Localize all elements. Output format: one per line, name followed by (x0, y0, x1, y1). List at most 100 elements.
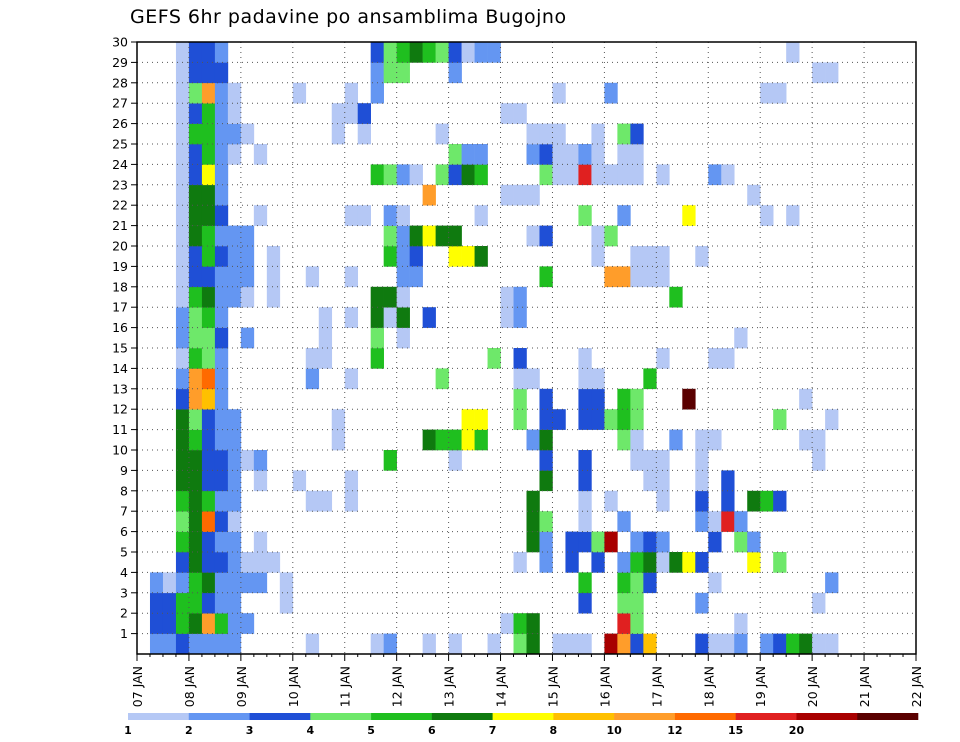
heatmap-cell (760, 490, 774, 512)
heatmap-cell (526, 429, 540, 451)
heatmap-cell (396, 266, 410, 288)
x-tick-label: 14 JAN (494, 666, 509, 707)
heatmap-cell (214, 552, 229, 573)
heatmap-cell (396, 42, 410, 63)
heatmap-cell (539, 225, 553, 247)
heatmap-cell (331, 429, 346, 451)
heatmap-cell (201, 184, 216, 206)
colorbar-label: 1 (124, 724, 132, 737)
heatmap-cell (201, 225, 216, 247)
heatmap-cell (383, 246, 397, 267)
heatmap-cell (513, 409, 527, 430)
heatmap-cell (565, 164, 579, 186)
heatmap-cell (383, 42, 397, 63)
heatmap-cell (552, 633, 566, 655)
heatmap-cell (682, 205, 696, 226)
colorbar-label: 15 (728, 724, 743, 737)
heatmap-cell (630, 266, 644, 288)
y-tick-label: 14 (112, 361, 128, 376)
heatmap-cell (201, 307, 216, 328)
heatmap-cell (396, 307, 410, 328)
heatmap-cell (565, 552, 579, 573)
heatmap-cell (370, 164, 384, 186)
heatmap-cell (474, 429, 488, 451)
heatmap-cell (682, 552, 696, 573)
x-tick-label: 18 JAN (701, 666, 716, 707)
heatmap-cell (656, 450, 670, 471)
heatmap-cell (253, 572, 268, 594)
heatmap-cell (188, 450, 203, 471)
y-tick-label: 27 (112, 96, 128, 111)
heatmap-cell (214, 266, 229, 288)
heatmap-cell (487, 633, 501, 655)
heatmap-cell (591, 368, 605, 390)
heatmap-cell (396, 327, 410, 349)
heatmap-cell (175, 368, 190, 390)
heatmap-cell (201, 205, 216, 226)
heatmap-cell (734, 531, 748, 553)
heatmap-cell (188, 511, 203, 532)
heatmap-cell (188, 388, 203, 410)
heatmap-cell (773, 82, 787, 104)
heatmap-cell (669, 286, 683, 308)
heatmap-cell (214, 327, 229, 349)
heatmap-cell (149, 633, 164, 655)
heatmap-cell (201, 348, 216, 369)
heatmap-cell (175, 82, 190, 104)
heatmap-cell (695, 592, 709, 614)
heatmap-cell (227, 592, 242, 614)
heatmap-cell (656, 490, 670, 512)
heatmap-cell (448, 164, 462, 186)
heatmap-cell (474, 144, 488, 165)
heatmap-cell (500, 307, 514, 328)
heatmap-cell (214, 450, 229, 471)
heatmap-cell (604, 82, 618, 104)
heatmap-cell (656, 164, 670, 186)
heatmap-cell (799, 388, 813, 410)
heatmap-cell (565, 531, 579, 553)
heatmap-cell (227, 409, 242, 430)
colorbar-label: 8 (550, 724, 558, 737)
heatmap-cell (591, 388, 605, 410)
heatmap-cell (175, 123, 190, 145)
heatmap-cell (526, 123, 540, 145)
heatmap-cell (227, 123, 242, 145)
heatmap-cell (721, 511, 735, 532)
heatmap-cell (305, 266, 320, 288)
heatmap-cell (422, 307, 436, 328)
heatmap-cell (214, 62, 229, 84)
heatmap-cell (240, 246, 255, 267)
heatmap-cell (526, 633, 540, 655)
y-tick-label: 11 (112, 422, 128, 437)
heatmap-cell (370, 348, 384, 369)
heatmap-cell (617, 144, 631, 165)
heatmap-cell (630, 613, 644, 634)
heatmap-cell (318, 348, 333, 369)
heatmap-cell (604, 633, 618, 655)
heatmap-cell (656, 531, 670, 553)
heatmap-cell (825, 409, 839, 430)
heatmap-cell (227, 511, 242, 532)
heatmap-cell (149, 572, 164, 594)
heatmap-cell (409, 266, 423, 288)
y-tick-label: 29 (112, 55, 128, 70)
heatmap-cell (175, 103, 190, 124)
heatmap-cell (227, 470, 242, 492)
heatmap-cell (188, 246, 203, 267)
heatmap-cell (630, 388, 644, 410)
colorbar-label: 6 (428, 724, 436, 737)
y-tick-label: 30 (112, 35, 128, 50)
heatmap-cell (747, 531, 761, 553)
heatmap-cell (175, 246, 190, 267)
heatmap-cell (617, 409, 631, 430)
heatmap-cell (539, 429, 553, 451)
heatmap-cell (578, 633, 592, 655)
heatmap-cell (630, 572, 644, 594)
colorbar-swatch (371, 713, 433, 720)
heatmap-cell (591, 123, 605, 145)
y-tick-label: 6 (120, 524, 128, 539)
heatmap-cell (448, 450, 462, 471)
heatmap-cell (526, 144, 540, 165)
heatmap-cell (747, 552, 761, 573)
heatmap-cell (656, 348, 670, 369)
